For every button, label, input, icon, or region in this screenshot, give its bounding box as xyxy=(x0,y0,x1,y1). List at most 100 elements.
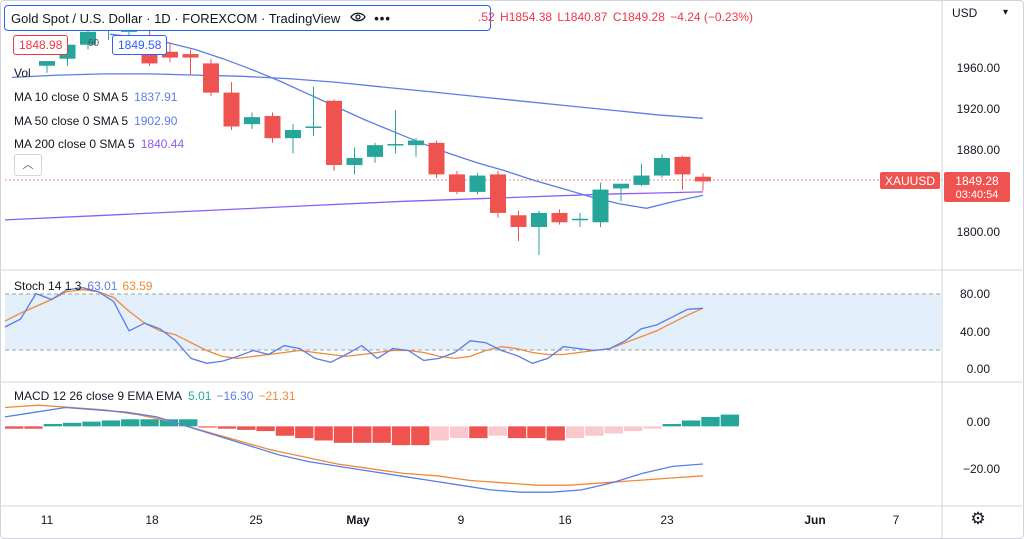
candle-body xyxy=(305,126,322,128)
stoch-legend[interactable]: Stoch 14 1 3 63.01 63.59 xyxy=(14,279,153,293)
stoch-k-line xyxy=(4,287,704,364)
time-tick: 18 xyxy=(145,513,159,527)
time-axis[interactable]: 11 18 25 May 9 16 23 Jun 7 xyxy=(41,513,900,527)
candle-body xyxy=(449,174,465,192)
chevron-up-icon[interactable]: ︿ xyxy=(14,154,42,176)
candle-body xyxy=(203,63,219,93)
last-price-label: 1849.28 xyxy=(955,174,999,188)
ma50-value: 1902.90 xyxy=(134,114,178,128)
candle-body xyxy=(613,183,629,189)
candle-body xyxy=(674,156,691,175)
ohlc-readout: .52 H1854.38 L1840.87 C1849.28 −4.24 (−0… xyxy=(478,10,755,24)
candle-body xyxy=(510,215,527,227)
symbol-header[interactable]: Gold Spot / U.S. Dollar · 1D · FOREXCOM … xyxy=(4,5,491,31)
volume-legend[interactable]: Vol xyxy=(14,66,31,80)
candle-body xyxy=(408,140,424,146)
macd-line xyxy=(4,406,704,493)
macd-hist-bar xyxy=(24,426,43,429)
candle-body xyxy=(592,189,609,223)
ohlc-open: .52 xyxy=(478,10,495,24)
symbol-title: Gold Spot / U.S. Dollar · 1D · FOREXCOM … xyxy=(11,10,341,26)
stoch-tick: 40.00 xyxy=(960,325,990,339)
ohlc-high: H1854.38 xyxy=(500,10,553,24)
spread-label: 60 xyxy=(88,38,100,49)
candle-body xyxy=(428,142,445,175)
ma10-label: MA 10 close 0 SMA 5 xyxy=(14,90,129,104)
macd-hist-bar xyxy=(121,419,140,427)
candle-body xyxy=(346,158,363,166)
price-axis[interactable]: 1960.00 1920.00 1880.00 1800.00 xyxy=(957,61,1001,239)
countdown-label: 03:40:54 xyxy=(956,189,999,201)
macd-tick: −20.00 xyxy=(963,462,1000,476)
ma10-line xyxy=(109,33,704,209)
ma50-legend[interactable]: MA 50 close 0 SMA 5 1902.90 xyxy=(14,114,177,128)
macd-hist-bar xyxy=(527,426,546,439)
ma200-label: MA 200 close 0 SMA 5 xyxy=(14,137,135,151)
sell-button[interactable]: 1848.98 xyxy=(13,35,69,55)
macd-hist-bar xyxy=(469,426,488,439)
macd-signal-value: −21.31 xyxy=(258,389,295,403)
stoch-k-value: 63.01 xyxy=(87,279,117,293)
macd-hist-bar xyxy=(488,426,507,436)
candle-body xyxy=(285,129,301,139)
candle-body xyxy=(39,61,55,66)
macd-hist-bar xyxy=(237,426,256,430)
ma200-legend[interactable]: MA 200 close 0 SMA 5 1840.44 xyxy=(14,137,184,151)
candle-body xyxy=(387,144,404,146)
macd-hist-bar xyxy=(140,419,159,427)
ma50-label: MA 50 close 0 SMA 5 xyxy=(14,114,129,128)
macd-hist-bar xyxy=(63,422,82,427)
candle-body xyxy=(80,31,96,45)
candle-body xyxy=(633,175,650,185)
gear-icon[interactable]: ⚙ xyxy=(970,509,986,528)
macd-hist-bar xyxy=(295,426,314,439)
macd-hist-bar xyxy=(275,426,295,436)
macd-hist-bar xyxy=(43,424,63,427)
macd-hist-bar xyxy=(720,414,739,427)
time-tick: 7 xyxy=(893,513,900,527)
currency-label: USD xyxy=(952,6,978,20)
macd-hist-bar xyxy=(546,426,565,441)
more-dots-icon[interactable]: ••• xyxy=(374,10,391,26)
time-tick: 11 xyxy=(41,513,54,527)
price-tick: 1800.00 xyxy=(957,225,1001,239)
time-tick: 16 xyxy=(558,513,572,527)
macd-hist-bar xyxy=(701,416,720,427)
macd-hist-bar xyxy=(314,426,333,441)
currency-selector[interactable]: USD ▾ xyxy=(952,6,1012,26)
time-tick: May xyxy=(346,513,370,527)
eye-icon[interactable] xyxy=(350,11,367,26)
stoch-d-line xyxy=(4,289,704,360)
candle-body xyxy=(695,176,711,182)
candle-body xyxy=(326,100,342,166)
macd-hist-bar xyxy=(82,421,101,427)
candle-body xyxy=(264,115,281,139)
macd-hist-bar xyxy=(217,426,237,429)
ma50-line xyxy=(11,73,704,119)
macd-hist-bar xyxy=(372,426,391,443)
ma10-legend[interactable]: MA 10 close 0 SMA 5 1837.91 xyxy=(14,90,177,104)
stochastic-lines xyxy=(4,287,704,364)
macd-hist-bar xyxy=(5,426,24,429)
macd-signal-line xyxy=(4,404,704,486)
macd-hist-bar xyxy=(662,424,681,427)
macd-hist-bar xyxy=(198,426,217,428)
macd-hist-value: 5.01 xyxy=(188,389,212,403)
buy-button[interactable]: 1849.58 xyxy=(112,35,168,55)
price-tick: 1960.00 xyxy=(957,61,1001,75)
macd-hist-bar xyxy=(449,426,469,439)
volume-label: Vol xyxy=(14,66,31,80)
time-tick: Jun xyxy=(804,513,825,527)
last-price-bg xyxy=(944,172,1010,202)
candle-body xyxy=(367,145,383,157)
macd-hist-bar xyxy=(565,426,585,439)
macd-hist-bar xyxy=(101,420,121,427)
macd-hist-bar xyxy=(391,426,411,446)
macd-hist-bar xyxy=(333,426,353,443)
ma10-value: 1837.91 xyxy=(134,90,178,104)
macd-legend[interactable]: MACD 12 26 close 9 EMA EMA 5.01 −16.30 −21.… xyxy=(14,389,296,403)
candle-body xyxy=(469,175,486,192)
macd-label: MACD 12 26 close 9 EMA EMA xyxy=(14,389,182,403)
price-tick: 1920.00 xyxy=(957,102,1001,116)
